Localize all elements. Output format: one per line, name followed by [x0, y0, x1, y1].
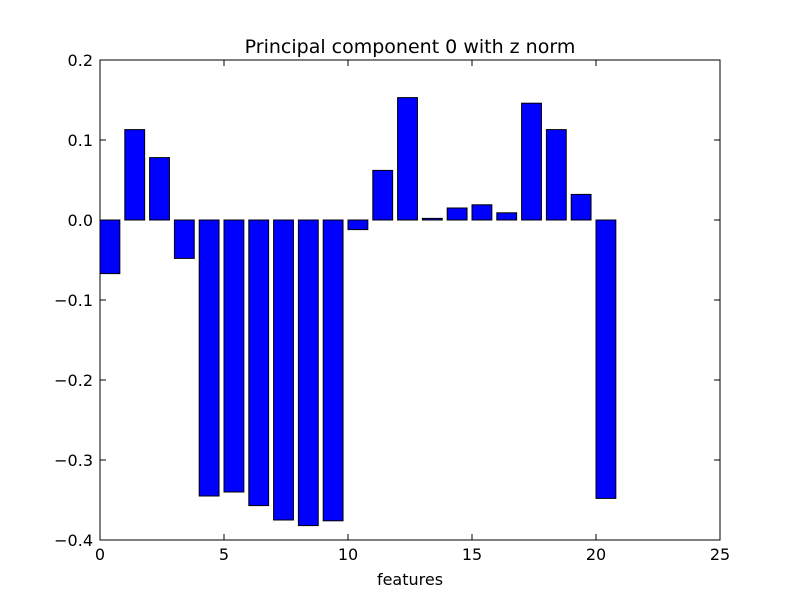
x-tick-label: 25 [710, 545, 730, 564]
bar-feature-18 [545, 129, 567, 221]
bar-feature-20 [595, 219, 617, 499]
bar-feature-6 [248, 219, 270, 507]
y-tick-label: 0.0 [68, 211, 93, 230]
plot-frame [99, 59, 721, 541]
bar-feature-5 [223, 219, 245, 493]
y-tick-label: −0.1 [54, 291, 93, 310]
y-tick-label: 0.1 [68, 131, 93, 150]
y-tick-label: 0.2 [68, 51, 93, 70]
axis-ticks: 0 5 10 15 20 25 −0.4 −0.3 −0.2 −0.1 0.0 0.1 0.2 [54, 51, 730, 564]
bar-feature-12 [397, 97, 418, 221]
bar-feature-0 [99, 219, 121, 275]
x-tick-label: 20 [586, 545, 606, 564]
bar-feature-14 [446, 207, 468, 221]
bar-feature-10 [347, 219, 369, 231]
y-tick-label: −0.4 [54, 531, 93, 550]
bar-feature-3 [173, 219, 195, 259]
bar-feature-7 [273, 219, 294, 521]
x-tick-label: 0 [95, 545, 105, 564]
bar-feature-8 [297, 219, 319, 527]
x-tick-label: 10 [338, 545, 358, 564]
y-tick-label: −0.3 [54, 451, 93, 470]
bar-feature-13 [421, 217, 443, 221]
x-axis-title: features [377, 570, 443, 589]
bar-feature-19 [570, 193, 592, 221]
bar-feature-15 [471, 204, 493, 221]
bars [99, 97, 617, 527]
bar-feature-16 [496, 212, 518, 221]
bar-feature-9 [322, 219, 344, 522]
bar-feature-17 [521, 102, 542, 221]
bar-feature-2 [149, 157, 170, 221]
x-tick-label: 15 [462, 545, 482, 564]
x-tick-label: 5 [219, 545, 229, 564]
bar-feature-11 [372, 169, 394, 221]
bar-feature-4 [198, 219, 220, 497]
chart-title: Principal component 0 with z norm [245, 36, 576, 58]
bar-feature-1 [124, 129, 146, 221]
y-tick-label: −0.2 [54, 371, 93, 390]
